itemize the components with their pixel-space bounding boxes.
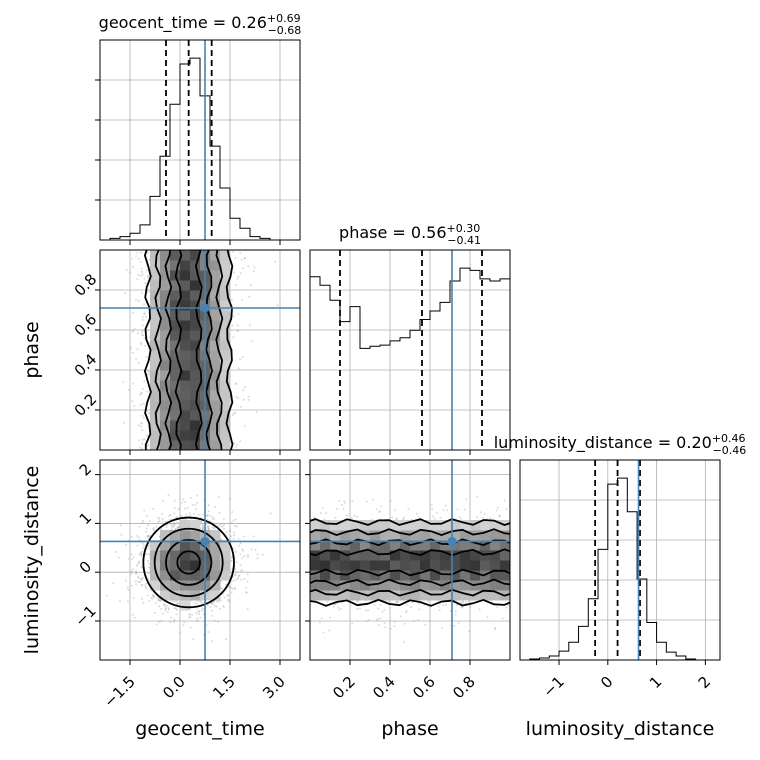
contour-right-geocent_time-phase-1	[205, 250, 213, 450]
ytick-label-luminosity_distance-1: 0	[76, 558, 95, 577]
xtick-label-phase-3: 0.8	[449, 673, 479, 703]
panel-frame-0-2	[99, 459, 301, 661]
panel-frame-1-2	[309, 459, 511, 661]
histogram-step-phase	[310, 267, 510, 349]
panel-frame-1-1	[309, 249, 511, 451]
ytick-label-phase-2: 0.6	[71, 310, 101, 340]
marginal-geocent_time	[100, 40, 300, 240]
marginal-luminosity_distance	[520, 460, 716, 660]
contour-geocent_time-luminosity_distance-0	[176, 550, 201, 575]
contour-band-phase-luminosity_distance-3-0	[310, 518, 510, 526]
contour-right-geocent_time-phase-2	[215, 250, 224, 450]
xtick-label-geocent_time-3: 3.0	[259, 673, 289, 703]
overlay-geocent_time-phase	[100, 250, 300, 450]
truth-marker-geocent_time-phase	[200, 303, 210, 313]
contour-left-geocent_time-phase-1	[164, 250, 173, 450]
contour-left-geocent_time-phase-0	[174, 250, 183, 450]
title-geocent_time: geocent_time = 0.26+0.69 −0.68	[99, 12, 302, 37]
xtick-label-phase-2: 0.6	[409, 673, 439, 703]
xtick-label-luminosity_distance-2: 1	[646, 673, 665, 692]
contour-band-phase-luminosity_distance-2-0	[310, 528, 510, 537]
xlabel-luminosity_distance: luminosity_distance	[526, 718, 715, 740]
histogram-step-geocent_time	[100, 57, 300, 240]
xtick-label-phase-0: 0.2	[329, 673, 359, 703]
overlay-phase-luminosity_distance	[310, 460, 510, 660]
panel-frame-2-2	[519, 459, 721, 661]
truth-marker-phase-luminosity_distance	[447, 536, 457, 546]
contour-geocent_time-luminosity_distance-3	[142, 516, 235, 609]
ytick-label-phase-3: 0.8	[71, 270, 101, 300]
contour-band-phase-luminosity_distance-3-1	[310, 598, 510, 607]
xtick-label-geocent_time-2: 1.5	[209, 673, 239, 703]
density-phase-luminosity_distance	[310, 520, 510, 601]
xlabel-phase: phase	[381, 718, 438, 740]
xtick-label-geocent_time-0: −1.5	[100, 673, 138, 711]
ytick-label-phase-0: 0.2	[71, 390, 101, 420]
panel-frame-0-1	[99, 249, 301, 451]
xtick-label-luminosity_distance-0: −1	[539, 673, 567, 701]
ytick-label-luminosity_distance-0: −1	[71, 602, 99, 630]
ylabel-phase: phase	[21, 321, 43, 378]
ytick-label-phase-1: 0.4	[71, 350, 101, 380]
xtick-label-luminosity_distance-1: 0	[597, 673, 616, 692]
contour-left-geocent_time-phase-3	[143, 250, 152, 450]
contour-geocent_time-luminosity_distance-1	[165, 539, 213, 586]
contour-band-phase-luminosity_distance-0-0	[310, 548, 510, 557]
contour-band-phase-luminosity_distance-1-0	[310, 538, 510, 547]
xtick-label-phase-1: 0.4	[369, 673, 399, 703]
contour-geocent_time-luminosity_distance-2	[153, 527, 224, 597]
xlabel-geocent_time: geocent_time	[135, 718, 264, 740]
contour-band-phase-luminosity_distance-2-1	[310, 588, 510, 597]
contour-right-geocent_time-phase-3	[225, 250, 234, 450]
panel-frame-0-0	[99, 39, 301, 241]
contour-right-geocent_time-phase-0	[194, 250, 203, 450]
ytick-label-luminosity_distance-3: 2	[76, 460, 95, 479]
ytick-label-luminosity_distance-2: 1	[76, 509, 95, 528]
truth-marker-geocent_time-luminosity_distance	[200, 536, 210, 546]
contour-band-phase-luminosity_distance-0-1	[310, 568, 510, 577]
contour-left-geocent_time-phase-2	[154, 250, 162, 450]
xtick-label-luminosity_distance-3: 2	[695, 673, 714, 692]
title-phase: phase = 0.56+0.30 −0.41	[339, 222, 481, 247]
ylabel-luminosity_distance: luminosity_distance	[21, 466, 43, 655]
marginal-phase	[310, 250, 510, 450]
title-luminosity_distance: luminosity_distance = 0.20+0.46 −0.46	[494, 432, 747, 457]
overlay-geocent_time-luminosity_distance	[100, 460, 300, 660]
contour-band-phase-luminosity_distance-1-1	[310, 578, 510, 587]
xtick-label-geocent_time-1: 0.0	[159, 673, 189, 703]
